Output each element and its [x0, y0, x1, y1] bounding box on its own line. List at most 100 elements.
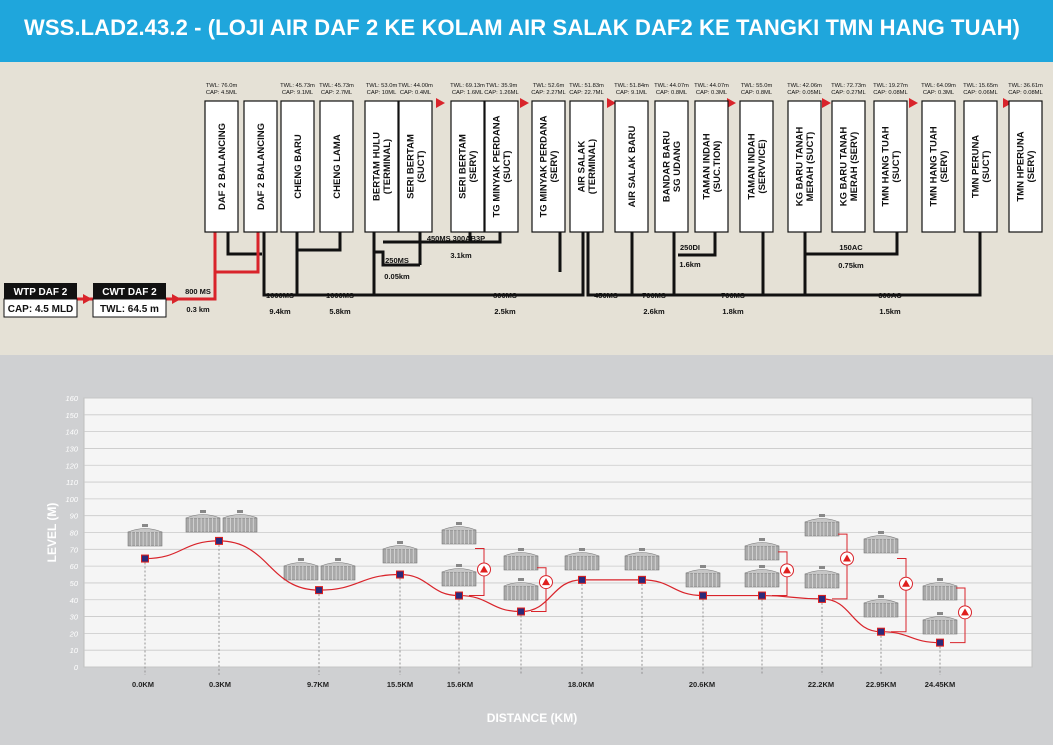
reservoir-name-line: CHENG BARU	[293, 134, 304, 199]
pipe-label: 2.5km	[494, 307, 516, 316]
tank-body	[863, 538, 899, 554]
reservoir-name: SERI BERTAM(SUCT)	[406, 134, 428, 199]
reservoir-name-line: TMN HANG TUAH	[881, 126, 892, 206]
y-tick-label: 80	[70, 529, 79, 538]
pump-triangle	[961, 608, 969, 616]
reservoir: DAF 2 BALANCING	[243, 100, 278, 233]
reservoir-name: SERI BERTAM(SERV)	[458, 134, 480, 199]
reservoir-cap: CAP: 9.1ML	[282, 90, 314, 96]
tank-hatch	[878, 595, 884, 598]
source-name-bg	[4, 283, 77, 299]
drop-lines	[144, 544, 941, 675]
network-schematic: WTP DAF 2 CAP: 4.5 MLD CWT DAF 2 TWL: 64.5 …	[0, 62, 1053, 355]
reservoir-box	[364, 100, 399, 233]
y-tick-label: 160	[65, 394, 78, 403]
reservoir-cap: CAP: 2.27ML	[531, 90, 566, 96]
pipe-label: 800MS	[493, 291, 517, 300]
reservoir-cap: CAP: 1.6ML	[452, 90, 484, 96]
reservoir-name-line: (SERV)	[939, 150, 950, 182]
reservoir-name-line: (SERVVICE)	[757, 139, 768, 193]
tank-icon	[922, 612, 958, 635]
tank-roof	[564, 552, 600, 557]
tank-body	[222, 517, 258, 533]
reservoir-name-line: SERI BERTAM	[458, 134, 469, 199]
level-marker	[141, 554, 149, 563]
source-name: CWT DAF 2	[102, 287, 157, 298]
y-tick-label: 30	[70, 613, 79, 622]
tank-roof	[804, 518, 840, 523]
reservoir-cap: CAP: 0.4ML	[400, 90, 432, 96]
flow-arrow	[1003, 98, 1012, 108]
tank-icon	[863, 595, 899, 618]
pipe-label: 5.8km	[329, 307, 351, 316]
tank-hatch	[937, 578, 943, 581]
reservoir-box	[1008, 100, 1043, 233]
y-tick-label: 130	[65, 444, 78, 453]
tank-body	[320, 565, 356, 581]
pipe-label: 700MS	[642, 291, 666, 300]
pipe-label: 0.3 km	[186, 305, 210, 314]
reservoir: KG BARU TANAHMERAH (SERV) TWL: 72.73mCAP:…	[831, 83, 867, 233]
black-pipe	[374, 250, 420, 267]
flow-arrow	[436, 98, 445, 108]
pipe-label: 450MS 300AB3P	[427, 234, 485, 243]
x-tick-label: 9.7KM	[307, 680, 329, 689]
tank-hatch	[142, 524, 148, 527]
reservoir-name-line: TMN HANG TUAH	[929, 126, 940, 206]
tank-roof	[185, 514, 221, 519]
tank-roof	[441, 568, 477, 573]
reservoir-name: TAMAN INDAH(SERVVICE)	[747, 133, 769, 199]
tank-hatch	[937, 612, 943, 615]
tank-icon	[624, 548, 660, 571]
flow-arrow	[607, 98, 616, 108]
tank-body	[382, 548, 418, 564]
reservoir-box	[963, 100, 998, 233]
pipe-label: 9.4km	[269, 307, 291, 316]
tank-roof	[320, 562, 356, 567]
level-marker	[699, 591, 707, 600]
reservoir-box	[831, 100, 866, 233]
tank-body	[922, 619, 958, 635]
pipe-label: 250MS	[385, 256, 409, 265]
y-tick-label: 140	[65, 428, 78, 437]
reservoir-twl: TWL: 44.00m	[398, 83, 433, 89]
tank-body	[804, 521, 840, 537]
tank-body	[624, 555, 660, 571]
pump-triangle	[480, 565, 488, 573]
tank-roof	[744, 569, 780, 574]
tank-roof	[624, 552, 660, 557]
source-cwt-daf2: CWT DAF 2 TWL: 64.5 m	[92, 283, 167, 318]
y-tick-label: 40	[70, 596, 79, 605]
reservoir-name-line: AIR SALAK BARU	[627, 125, 638, 207]
flow-arrow	[83, 294, 92, 304]
pipe-label: 1.6km	[679, 260, 701, 269]
reservoir-twl: TWL: 53.0m	[366, 83, 398, 89]
pipe-label: 300AC	[878, 291, 902, 300]
tank-icon	[564, 548, 600, 571]
reservoir-name: TG MINYAK PERDANA(SUCT)	[492, 115, 514, 217]
tank-roof	[685, 569, 721, 574]
reservoir-box	[450, 100, 485, 233]
tank-hatch	[456, 522, 462, 525]
tank-roof	[503, 582, 539, 587]
reservoir-twl: TWL: 45.73m	[280, 83, 315, 89]
flow-arrow	[822, 98, 831, 108]
reservoir-name: CHENG BARU	[293, 134, 304, 199]
y-tick-label: 0	[74, 663, 79, 672]
flow-arrow	[727, 98, 736, 108]
tank-hatch	[237, 510, 243, 513]
x-tick-label: 15.5KM	[387, 680, 413, 689]
y-axis-label: LEVEL (M)	[45, 503, 59, 563]
tank-body	[685, 572, 721, 588]
tank-roof	[922, 582, 958, 587]
tank-hatch	[878, 531, 884, 534]
y-tick-label: 120	[65, 461, 78, 470]
pipe-labels: 800 MS 0.3 km 1000MS 9.4km 1000MS 5.8km 800MS 2…	[185, 234, 902, 316]
reservoir-name: TMN HANG TUAH(SERV)	[929, 126, 951, 206]
reservoir-name-line: MERAH (SERV)	[849, 132, 860, 202]
reservoir-name: DAF 2 BALANCING	[256, 123, 267, 210]
